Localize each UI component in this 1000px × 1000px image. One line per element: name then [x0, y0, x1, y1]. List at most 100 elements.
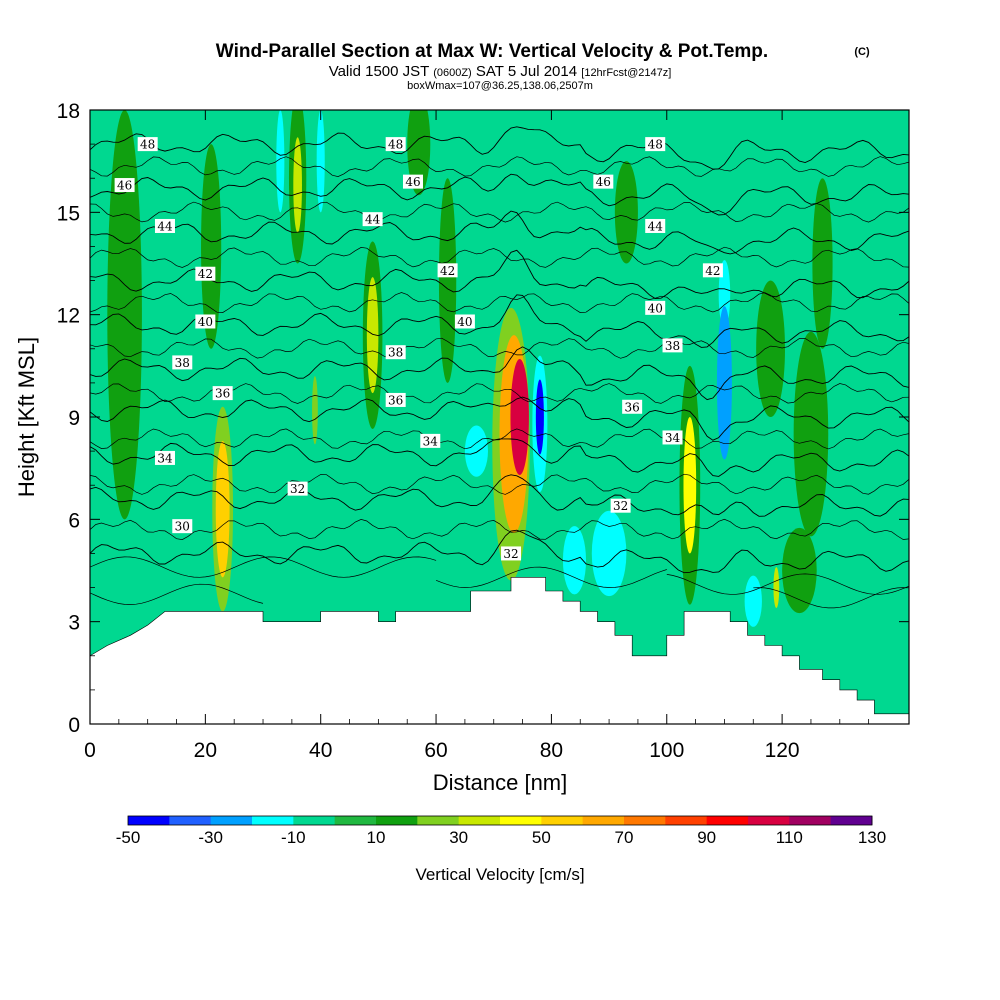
colorbar-swatch — [458, 816, 501, 825]
contour-label: 44 — [645, 218, 666, 233]
copyright-mark: (C) — [854, 46, 870, 58]
theta-contour-34 — [90, 438, 909, 477]
svg-text:36: 36 — [388, 393, 403, 407]
contour-label: 46 — [593, 174, 614, 189]
velocity-cell — [312, 376, 318, 445]
velocity-cell — [464, 425, 488, 477]
velocity-cell — [591, 510, 627, 597]
svg-text:42: 42 — [705, 264, 720, 278]
contour-label: 42 — [702, 263, 723, 278]
svg-text:48: 48 — [140, 138, 155, 152]
chart-title-group: Wind-Parallel Section at Max W: Vertical… — [216, 41, 870, 92]
theta-contour-labels: 48 48 48 46 46 46 44 44 44 42 42 42 40 40 40 38 38 38 36 36… — [114, 137, 723, 561]
contour-label: 40 — [454, 314, 475, 329]
colorbar-tick-label: 30 — [449, 828, 468, 847]
contour-label: 34 — [154, 450, 175, 465]
colorbar-tick-label: 90 — [697, 828, 716, 847]
contour-label: 34 — [662, 430, 683, 445]
svg-text:40: 40 — [648, 301, 663, 315]
colorbar-swatch — [541, 816, 584, 825]
velocity-cell — [407, 110, 431, 196]
colorbar-swatch — [582, 816, 625, 825]
velocity-cell — [793, 331, 829, 537]
x-tick-label: 20 — [194, 739, 217, 762]
velocity-cell — [562, 526, 587, 595]
colorbar-swatch — [830, 816, 873, 825]
svg-text:40: 40 — [198, 315, 213, 329]
y-tick-label: 9 — [68, 407, 80, 430]
y-tick-label: 0 — [68, 714, 80, 737]
theta-contour-low — [753, 587, 909, 609]
contour-label: 32 — [610, 498, 631, 513]
svg-text:44: 44 — [157, 219, 173, 233]
colorbar-swatch — [376, 816, 418, 825]
svg-text:48: 48 — [388, 138, 403, 152]
contour-label: 46 — [402, 174, 423, 189]
contour-label: 30 — [172, 519, 193, 534]
contour-label: 42 — [437, 263, 458, 278]
colorbar-swatch — [169, 816, 212, 825]
svg-text:36: 36 — [625, 400, 640, 414]
colorbar-swatch — [789, 816, 832, 825]
colorbar-swatch — [500, 816, 542, 825]
y-tick-label: 3 — [68, 612, 80, 635]
contour-label: 40 — [195, 314, 216, 329]
x-tick-label: 100 — [649, 739, 684, 762]
colorbar-swatch — [293, 816, 336, 825]
colorbar-tick-label: -50 — [116, 828, 141, 847]
contour-label: 46 — [114, 178, 135, 193]
chart-subtitle: Valid 1500 JST (0600Z) SAT 5 Jul 2014 [1… — [329, 63, 672, 80]
svg-text:34: 34 — [423, 434, 439, 448]
y-tick-label: 15 — [57, 202, 80, 225]
theta-contour-low — [90, 556, 437, 578]
theta-contour-48 — [90, 126, 909, 170]
theta-contour-minor — [90, 246, 909, 268]
svg-text:38: 38 — [665, 339, 680, 353]
contour-label: 38 — [385, 345, 406, 360]
svg-text:38: 38 — [175, 356, 190, 370]
velocity-cell — [293, 137, 302, 233]
velocity-cell — [107, 110, 142, 520]
theta-contour-minor — [90, 337, 909, 359]
theta-contour-minor — [90, 201, 909, 223]
theta-contour-minor — [90, 518, 909, 540]
theta-contour-minor — [90, 473, 909, 495]
svg-text:30: 30 — [175, 520, 190, 534]
contour-label: 32 — [287, 481, 308, 496]
colorbar: -50 -30 -10 10 30 50 70 90 110 130 — [116, 815, 886, 847]
contour-label: 48 — [645, 137, 666, 152]
theta-contour-42 — [90, 249, 909, 299]
x-tick-label: 60 — [424, 739, 447, 762]
svg-text:34: 34 — [665, 431, 681, 445]
svg-text:36: 36 — [215, 387, 230, 401]
contour-label: 44 — [154, 218, 175, 233]
velocity-cell — [614, 161, 638, 264]
colorbar-swatch — [210, 816, 253, 825]
contour-label: 44 — [362, 212, 383, 227]
velocity-cell — [535, 379, 544, 455]
theta-contour-30 — [90, 529, 909, 574]
svg-text:46: 46 — [117, 179, 132, 193]
svg-text:48: 48 — [648, 138, 663, 152]
svg-text:42: 42 — [440, 264, 455, 278]
chart-title: Wind-Parallel Section at Max W: Vertical… — [216, 41, 768, 62]
colorbar-swatch — [417, 816, 460, 825]
theta-contour-minor — [90, 428, 909, 450]
colorbar-tick-label: 10 — [367, 828, 386, 847]
x-tick-label: 120 — [765, 739, 800, 762]
colorbar-tick-label: 130 — [858, 828, 886, 847]
theta-contour-low — [666, 573, 909, 595]
svg-text:38: 38 — [388, 346, 403, 360]
colorbar-swatch — [334, 816, 377, 825]
y-tick-label: 6 — [68, 509, 80, 532]
theta-contour-46 — [90, 173, 909, 216]
velocity-cell — [683, 417, 697, 554]
y-tick-label: 12 — [57, 305, 80, 328]
x-tick-label: 40 — [309, 739, 332, 762]
velocity-cell — [782, 527, 817, 614]
contour-label: 38 — [662, 338, 683, 353]
colorbar-tick-label: 70 — [615, 828, 634, 847]
theta-contour-32 — [90, 474, 909, 517]
svg-text:32: 32 — [290, 482, 305, 496]
